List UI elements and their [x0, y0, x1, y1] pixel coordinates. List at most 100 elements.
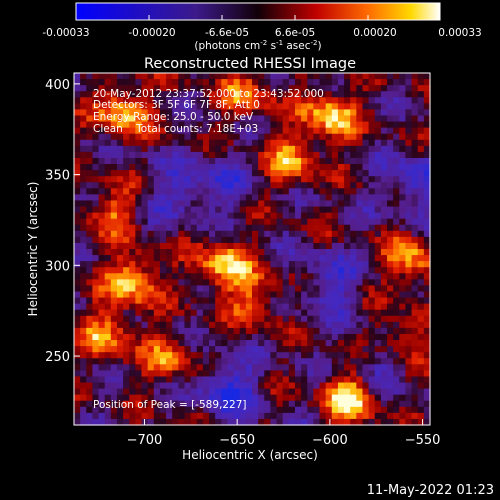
- heatmap-cell: [116, 176, 124, 183]
- heatmap-cell: [405, 157, 413, 165]
- heatmap-cell: [282, 79, 290, 86]
- heatmap-cell: [319, 352, 327, 359]
- heatmap-cell: [166, 85, 173, 92]
- heatmap-cell: [294, 115, 302, 123]
- heatmap-cell: [92, 303, 100, 311]
- heatmap-cell: [307, 218, 314, 226]
- heatmap-cell: [417, 133, 425, 141]
- heatmap-cell: [178, 400, 186, 408]
- heatmap-cell: [276, 224, 284, 232]
- heatmap-cell: [215, 273, 222, 280]
- heatmap-cell: [325, 230, 333, 238]
- heatmap-cell: [153, 327, 161, 335]
- heatmap-cell: [264, 121, 272, 129]
- heatmap-cell: [252, 115, 259, 123]
- heatmap-cell: [307, 224, 314, 232]
- heatmap-cell: [423, 212, 431, 220]
- heatmap-cell: [362, 327, 370, 335]
- heatmap-cell: [129, 109, 136, 117]
- heatmap-cell: [264, 418, 272, 426]
- heatmap-cell: [86, 291, 94, 299]
- heatmap-cell: [98, 333, 106, 341]
- heatmap-cell: [172, 91, 179, 98]
- heatmap-cell: [86, 352, 94, 359]
- heatmap-cell: [374, 170, 382, 177]
- heatmap-cell: [276, 382, 284, 390]
- heatmap-cell: [252, 121, 259, 129]
- heatmap-cell: [294, 418, 302, 426]
- heatmap-cell: [417, 194, 425, 202]
- heatmap-cell: [233, 376, 241, 384]
- heatmap-cell: [245, 194, 253, 202]
- heatmap-cell: [135, 170, 143, 177]
- heatmap-cell: [252, 85, 259, 92]
- heatmap-cell: [153, 121, 161, 129]
- heatmap-cell: [313, 285, 321, 293]
- heatmap-cell: [239, 157, 247, 165]
- heatmap-cell: [98, 236, 106, 244]
- heatmap-cell: [129, 176, 136, 183]
- heatmap-cell: [239, 309, 247, 317]
- heatmap-cell: [233, 176, 241, 183]
- heatmap-cell: [104, 212, 112, 220]
- heatmap-cell: [307, 297, 314, 305]
- heatmap-cell: [411, 273, 419, 280]
- heatmap-cell: [405, 352, 413, 359]
- heatmap-cell: [141, 170, 149, 177]
- heatmap-cell: [350, 73, 357, 80]
- heatmap-cell: [276, 85, 284, 92]
- heatmap-cell: [331, 151, 339, 159]
- heatmap-cell: [178, 382, 186, 390]
- heatmap-cell: [276, 309, 284, 317]
- heatmap-cell: [417, 364, 425, 371]
- heatmap-cell: [313, 176, 321, 183]
- heatmap-cell: [110, 315, 118, 323]
- heatmap-cell: [276, 164, 284, 171]
- heatmap-cell: [368, 115, 376, 123]
- heatmap-cell: [153, 151, 161, 159]
- heatmap-cell: [98, 127, 106, 135]
- heatmap-cell: [399, 224, 407, 232]
- heatmap-cell: [184, 85, 192, 92]
- heatmap-cell: [344, 418, 351, 426]
- heatmap-cell: [313, 194, 321, 202]
- heatmap-cell: [245, 206, 253, 214]
- heatmap-cell: [368, 279, 376, 287]
- heatmap-cell: [233, 73, 241, 80]
- heatmap-cell: [80, 406, 87, 414]
- heatmap-cell: [405, 188, 413, 195]
- heatmap-cell: [276, 400, 284, 408]
- heatmap-cell: [233, 236, 241, 244]
- heatmap-cell: [301, 115, 308, 123]
- heatmap-cell: [215, 255, 222, 262]
- heatmap-cell: [227, 388, 235, 396]
- heatmap-cell: [270, 200, 278, 208]
- heatmap-cell: [110, 109, 118, 117]
- heatmap-cell: [233, 103, 241, 111]
- heatmap-cell: [227, 291, 235, 299]
- colorbar-tick-label: 0.00033: [438, 27, 481, 39]
- heatmap-cell: [325, 109, 333, 117]
- heatmap-cell: [362, 139, 370, 147]
- heatmap-cell: [387, 127, 394, 135]
- heatmap-cell: [190, 267, 198, 274]
- heatmap-cell: [301, 279, 308, 287]
- heatmap-cell: [104, 382, 112, 390]
- heatmap-cell: [325, 418, 333, 426]
- heatmap-cell: [110, 352, 118, 359]
- heatmap-cell: [166, 176, 173, 183]
- heatmap-cell: [350, 303, 357, 311]
- heatmap-cell: [350, 321, 357, 329]
- heatmap-cell: [227, 242, 235, 250]
- heatmap-cell: [344, 133, 351, 141]
- heatmap-cell: [405, 412, 413, 420]
- heatmap-cell: [209, 418, 216, 426]
- heatmap-cell: [405, 200, 413, 208]
- heatmap-cell: [325, 73, 333, 80]
- heatmap-cell: [252, 321, 259, 329]
- heatmap-cell: [344, 170, 351, 177]
- heatmap-cell: [196, 255, 204, 262]
- heatmap-cell: [325, 170, 333, 177]
- heatmap-cell: [337, 406, 345, 414]
- heatmap-cell: [245, 121, 253, 129]
